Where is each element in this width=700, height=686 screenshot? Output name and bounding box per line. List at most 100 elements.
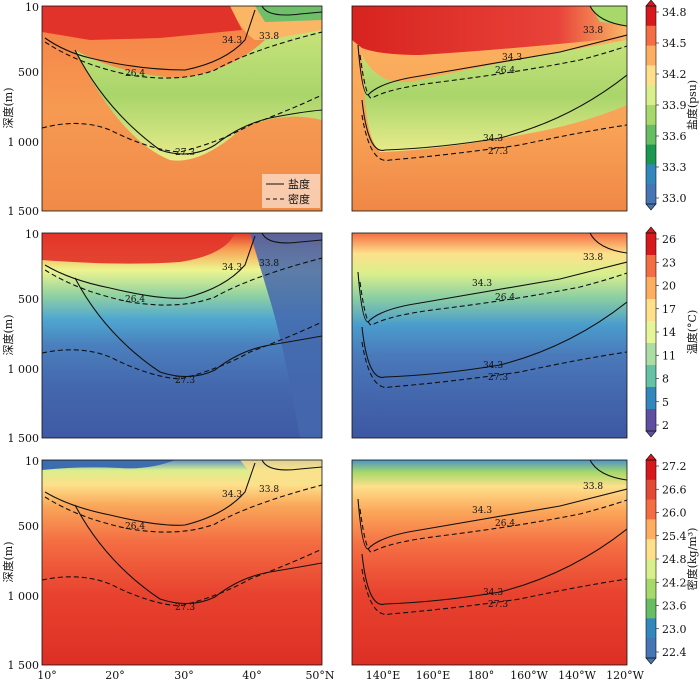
colorbar-extend-max bbox=[645, 453, 657, 461]
panel-temperature-latitude bbox=[42, 233, 322, 438]
contour-salinity-34.3 bbox=[357, 34, 627, 96]
contour-label: 26.4 bbox=[495, 293, 515, 303]
colorbar-tick-label: 11 bbox=[662, 349, 676, 362]
contour-label: 27.3 bbox=[488, 373, 508, 383]
colorbar-swatch bbox=[646, 343, 656, 366]
contour-density-26.4 bbox=[44, 484, 322, 533]
contour-label: 34.3 bbox=[472, 506, 492, 516]
y-axis-panel-1: 10 500 1 000 1 500 深度(m) bbox=[1, 1, 39, 218]
colorbar-swatch bbox=[646, 105, 656, 126]
contour-salinity-34.3-deep bbox=[74, 504, 322, 605]
salinity-low-corner bbox=[590, 6, 627, 25]
colorbar-label: 盐度(psu) bbox=[685, 80, 699, 130]
colorbar-tick-label: 25.4 bbox=[662, 530, 687, 543]
colorbar-swatch bbox=[646, 409, 656, 432]
colorbar-swatch bbox=[646, 499, 656, 520]
colorbar-swatch bbox=[646, 184, 656, 205]
salinity-surface-max bbox=[352, 6, 627, 55]
contour-salinity-33.8 bbox=[589, 6, 627, 27]
y-tick: 1 500 bbox=[8, 659, 40, 672]
panel-frame-2 bbox=[351, 5, 628, 212]
colorbar-extend-max bbox=[645, 0, 657, 7]
panel-density-longitude bbox=[352, 460, 627, 665]
contour-density-26.4 bbox=[44, 257, 322, 306]
colorbar-tick-label: 24.2 bbox=[662, 576, 687, 589]
contour-label: 26.4 bbox=[495, 519, 515, 529]
x-tick: 30° bbox=[174, 669, 194, 682]
contour-density-27.3 bbox=[42, 321, 322, 380]
contour-salinity-33.8 bbox=[589, 233, 627, 254]
contour-label: 34.3 bbox=[483, 361, 503, 371]
contour-label: 26.4 bbox=[125, 295, 145, 305]
contours-panel-4 bbox=[357, 233, 627, 388]
contour-label: 27.3 bbox=[175, 148, 195, 158]
temperature-warm-surface bbox=[42, 233, 235, 264]
colorbar-swatch bbox=[646, 365, 656, 388]
panel-frame-4 bbox=[351, 232, 628, 439]
contour-salinity-33.8 bbox=[589, 460, 627, 481]
panel-frame-5 bbox=[41, 459, 323, 666]
colorbar-extend-min bbox=[645, 657, 657, 665]
colorbar-extend-max bbox=[645, 226, 657, 234]
contour-density-26.4 bbox=[359, 499, 627, 553]
contours-panel-2 bbox=[357, 6, 627, 161]
colorbar-swatch bbox=[646, 255, 656, 278]
colorbar-swatch bbox=[646, 559, 656, 580]
y-tick: 500 bbox=[18, 520, 39, 533]
colorbar-swatch bbox=[646, 598, 656, 619]
colorbar-tick-label: 27.2 bbox=[662, 460, 687, 473]
panel-frame-1 bbox=[41, 5, 323, 212]
y-tick: 500 bbox=[18, 293, 39, 306]
colorbar-swatch bbox=[646, 539, 656, 560]
y-axis-panel-3: 10 500 1 000 1 500 深度(m) bbox=[1, 228, 39, 445]
colorbar-tick-label: 22.4 bbox=[662, 646, 687, 659]
y-axis-label: 深度(m) bbox=[1, 541, 15, 582]
salinity-upper-band bbox=[42, 6, 322, 40]
legend: 盐度 密度 bbox=[262, 174, 320, 208]
colorbar-tick-label: 17 bbox=[662, 303, 676, 316]
colorbar-swatch bbox=[646, 25, 656, 47]
colorbar-tick-label: 26 bbox=[662, 233, 676, 246]
contour-label: 26.4 bbox=[125, 522, 145, 532]
contour-salinity-34.3-deep bbox=[74, 277, 322, 378]
x-tick: 120°W bbox=[606, 669, 644, 682]
y-axis-panel-5: 10 500 1 000 1 500 深度(m) bbox=[1, 455, 39, 672]
colorbar-label: 温度(°C) bbox=[685, 310, 699, 355]
x-tick: 140°E bbox=[366, 669, 401, 682]
panel-temperature-longitude bbox=[352, 233, 627, 438]
colorbar-swatch bbox=[646, 164, 656, 185]
colorbar-swatch bbox=[646, 578, 656, 600]
contour-salinity-34.3 bbox=[357, 488, 627, 550]
colorbar-tick-label: 23.0 bbox=[662, 623, 687, 636]
colorbar-extend-min bbox=[645, 203, 657, 211]
contour-label: 34.3 bbox=[222, 490, 242, 500]
x-tick: 160°W bbox=[510, 669, 548, 682]
colorbar-tick-label: 33.9 bbox=[662, 99, 687, 112]
contours-panel-5 bbox=[42, 460, 322, 607]
salinity-minimum-core bbox=[75, 30, 322, 161]
x-axis-latitude: 10° 20° 30° 40° 50°N bbox=[37, 669, 335, 682]
contour-label: 27.3 bbox=[488, 600, 508, 610]
contour-label: 26.4 bbox=[125, 69, 145, 79]
colorbar-swatch bbox=[646, 277, 656, 300]
colorbar-swatch bbox=[646, 124, 656, 146]
y-tick: 500 bbox=[18, 66, 39, 79]
y-tick: 1 000 bbox=[8, 590, 40, 603]
contour-label: 33.8 bbox=[259, 259, 279, 269]
density-north-band bbox=[240, 460, 322, 485]
colorbar-tick-label: 14 bbox=[662, 326, 676, 339]
contour-label: 34.3 bbox=[483, 588, 503, 598]
y-axis-label: 深度(m) bbox=[1, 87, 15, 128]
panel-density-latitude bbox=[42, 460, 322, 665]
colorbar-swatch bbox=[646, 618, 656, 639]
panel-frame-6 bbox=[351, 459, 628, 666]
contour-label: 33.8 bbox=[583, 253, 603, 263]
density-field bbox=[42, 460, 322, 665]
colorbar-swatch bbox=[646, 479, 656, 501]
panel-frame-3 bbox=[41, 232, 323, 439]
colorbar-swatch bbox=[646, 85, 656, 106]
contour-salinity-33.8 bbox=[261, 460, 322, 471]
contour-salinity-34.3 bbox=[357, 261, 627, 323]
x-tick: 20° bbox=[105, 669, 125, 682]
